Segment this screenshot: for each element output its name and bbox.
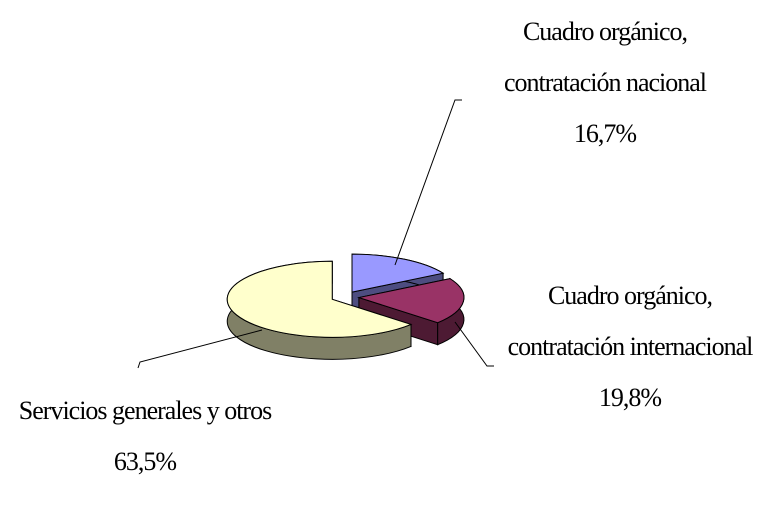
leader-line	[137, 329, 263, 369]
pie	[226, 253, 465, 360]
category-label: Cuadro orgánico, contratación nacional	[503, 17, 707, 97]
value-label: 63,5%	[113, 447, 177, 476]
leader-line	[394, 99, 462, 266]
category-label: Cuadro orgánico, contratación internacio…	[507, 281, 754, 361]
slice	[351, 253, 445, 293]
category-label: Servicios generales y otros	[18, 396, 272, 425]
slice	[226, 260, 413, 338]
value-label: 16,7%	[573, 119, 637, 148]
slice-label: Servicios generales y otros 63,5%	[0, 385, 290, 487]
leader-line	[454, 321, 494, 367]
value-label: 19,8%	[598, 383, 662, 412]
slice-label: Cuadro orgánico, contratación nacional 1…	[455, 6, 755, 159]
slice-label: Cuadro orgánico, contratación internacio…	[480, 270, 767, 423]
slice	[356, 278, 465, 324]
